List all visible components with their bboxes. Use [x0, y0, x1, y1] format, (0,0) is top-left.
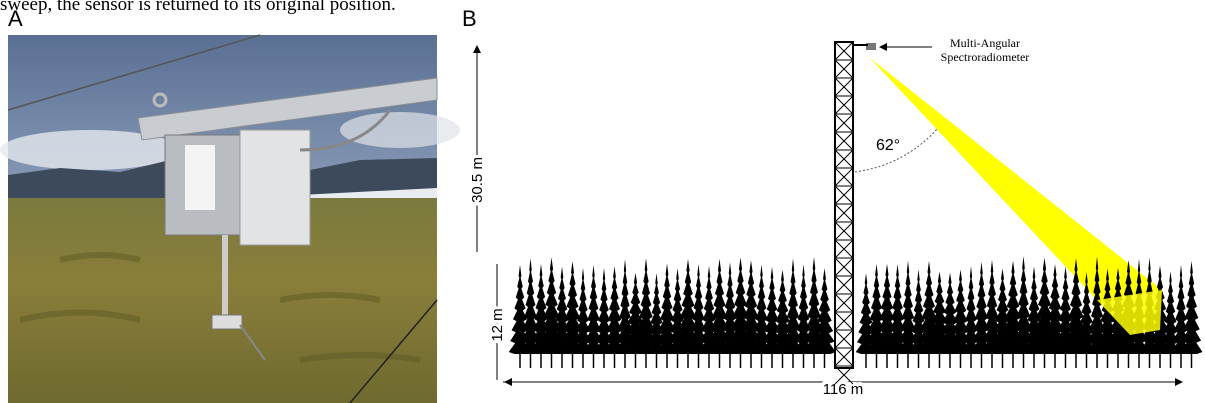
tower-brace	[834, 203, 854, 223]
tree	[926, 271, 953, 354]
tower-brace	[834, 221, 854, 241]
tower-frame	[834, 41, 854, 369]
tower-brace	[834, 365, 854, 385]
tower-brace	[834, 95, 854, 115]
caption: sweep, the sensor is returned to its ori…	[0, 0, 396, 15]
tree	[622, 272, 649, 354]
tree	[803, 256, 825, 354]
tree	[635, 258, 657, 354]
dimension-label: 116 m	[823, 381, 864, 398]
tree	[688, 264, 709, 354]
tree	[560, 261, 585, 354]
tree	[990, 268, 1015, 354]
tree	[948, 269, 973, 354]
tree	[1160, 271, 1181, 354]
tree	[738, 260, 764, 354]
tree	[1023, 266, 1045, 354]
panel-label: B	[462, 6, 477, 31]
tower-brace	[834, 185, 854, 205]
dimension-label: 30.5 m	[469, 157, 486, 203]
tree	[529, 263, 553, 354]
tree	[812, 268, 837, 354]
tree	[1013, 256, 1034, 354]
tree	[698, 265, 720, 354]
tree	[667, 268, 688, 354]
tower-brace	[834, 275, 854, 295]
angle-label: 62°	[876, 137, 900, 154]
tree	[1031, 257, 1058, 354]
tree	[981, 259, 1003, 354]
tree	[603, 266, 626, 354]
tower-brace	[834, 149, 854, 169]
tower-brace	[834, 167, 854, 187]
tree	[646, 273, 667, 354]
photo	[0, 34, 460, 403]
dimension-label: 12 m	[489, 308, 506, 341]
tree	[794, 264, 813, 354]
tower-brace	[834, 293, 854, 313]
angle-arc	[854, 127, 939, 173]
sensor-label: Multi-Angular	[950, 36, 1020, 50]
tree	[675, 259, 701, 354]
diagram: 62° Multi-Angular Spectroradiometer 30.5…	[466, 36, 1203, 402]
tree	[719, 262, 741, 354]
sensor	[866, 43, 876, 50]
tree	[865, 263, 888, 354]
beam-in-canopy	[1097, 290, 1162, 335]
tree	[615, 259, 635, 354]
tower-brace	[834, 113, 854, 133]
tower-brace	[834, 41, 854, 61]
tree	[1087, 256, 1107, 354]
tree	[971, 261, 992, 354]
tree	[594, 268, 614, 354]
tree	[655, 263, 679, 354]
tower-brace	[834, 77, 854, 97]
tree	[727, 257, 754, 354]
tree	[1054, 266, 1077, 354]
tree	[1171, 264, 1191, 354]
tower-brace	[834, 257, 854, 277]
tree	[855, 273, 877, 354]
tree	[1076, 272, 1097, 354]
tree	[770, 269, 795, 354]
tree	[751, 264, 772, 354]
tree	[874, 263, 900, 354]
tree	[1180, 261, 1203, 354]
view-beam	[870, 58, 1162, 300]
tree	[961, 265, 981, 354]
tree	[538, 257, 565, 354]
tower-brace	[834, 311, 854, 331]
tree	[898, 260, 918, 354]
tree	[761, 266, 783, 354]
tree	[916, 260, 942, 354]
tree	[1000, 260, 1026, 354]
tower-brace	[834, 347, 854, 367]
tree	[508, 264, 532, 354]
trees	[508, 256, 1203, 368]
tree	[583, 264, 604, 354]
tower	[834, 41, 868, 385]
tower-brace	[834, 59, 854, 79]
tree	[1042, 264, 1068, 354]
tree	[783, 258, 803, 354]
tower-brace	[834, 131, 854, 151]
tree	[707, 258, 732, 354]
tower-brace	[834, 329, 854, 349]
tree	[520, 258, 541, 354]
tree	[1095, 268, 1120, 354]
tree	[1063, 258, 1089, 354]
tower-brace	[834, 239, 854, 259]
tree	[551, 266, 573, 354]
tree	[573, 267, 593, 354]
tree	[908, 269, 929, 354]
tree	[886, 264, 909, 354]
tree	[937, 272, 963, 354]
panel-label: A	[8, 6, 23, 31]
sensor-label: Spectroradiometer	[941, 50, 1030, 64]
